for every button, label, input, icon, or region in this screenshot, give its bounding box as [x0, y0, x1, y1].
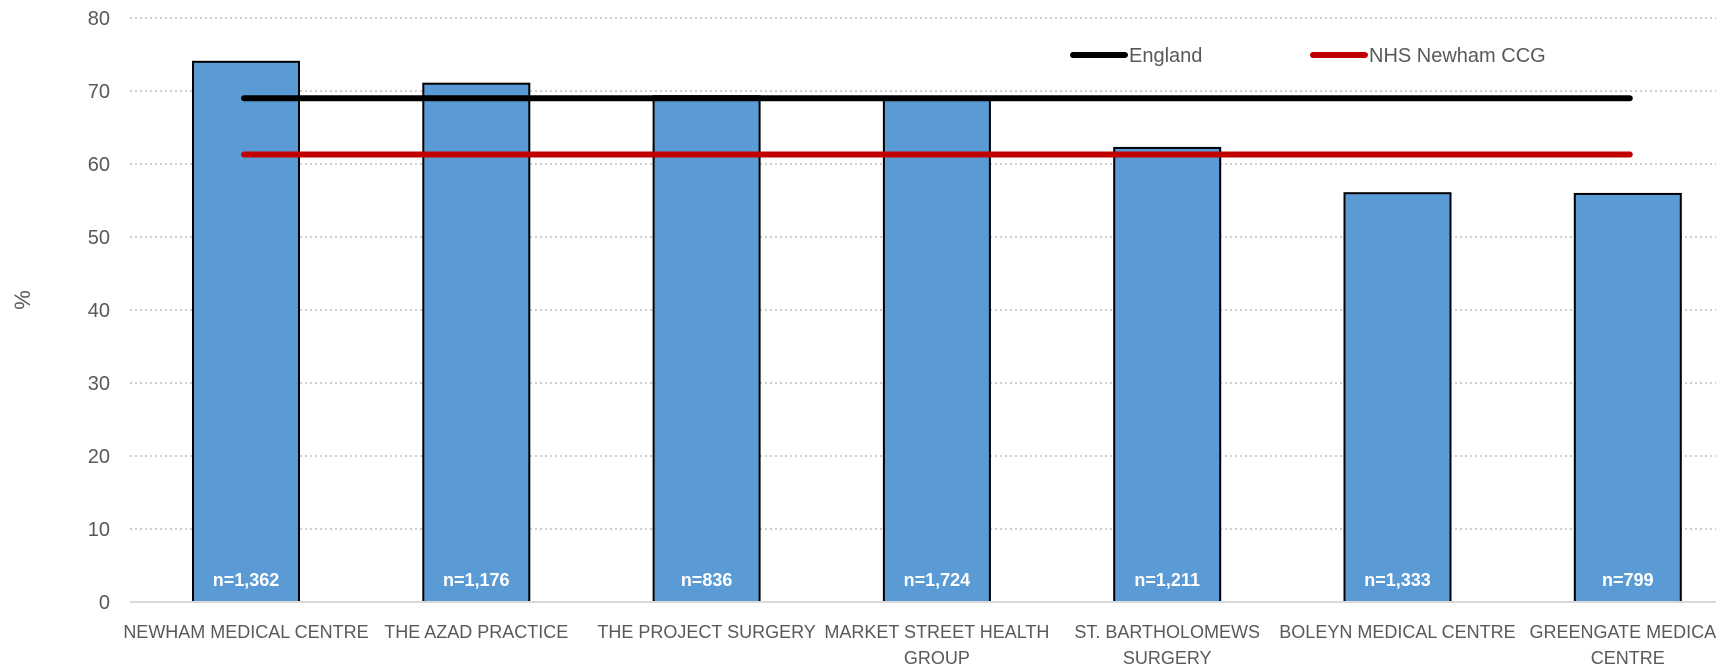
x-category-label: GREENGATE MEDICAL CENTRE	[1529, 622, 1716, 667]
bar	[1113, 146, 1222, 603]
y-axis-label: %	[10, 290, 35, 310]
x-category-label-line: BOLEYN MEDICAL CENTRE	[1279, 622, 1515, 642]
bars	[192, 60, 1682, 604]
x-category-label: THE AZAD PRACTICE	[384, 622, 568, 642]
bar-data-label: n=1,362	[213, 570, 280, 590]
bar	[652, 95, 761, 604]
y-tick-label: 0	[99, 592, 110, 614]
x-category-label-line: SURGERY	[1123, 648, 1212, 667]
x-axis-category-labels: NEWHAM MEDICAL CENTRE THE AZAD PRACTICE TH…	[123, 622, 1716, 667]
x-category-label-line: THE PROJECT SURGERY	[597, 622, 815, 642]
bar-data-label: n=1,211	[1134, 570, 1200, 590]
legend: England NHS Newham CCG	[1070, 45, 1546, 67]
x-category-label: MARKET STREET HEALTH GROUP	[824, 622, 1049, 667]
x-category-label-line: GROUP	[904, 648, 970, 667]
bar	[1573, 192, 1682, 603]
bar	[882, 97, 991, 604]
y-tick-label: 80	[88, 8, 110, 30]
x-category-label: BOLEYN MEDICAL CENTRE	[1279, 622, 1515, 642]
y-tick-label: 30	[88, 373, 110, 395]
legend-label: England	[1129, 45, 1202, 67]
reference-lines	[241, 95, 1633, 158]
x-category-label: ST. BARTHOLOMEWS SURGERY	[1074, 622, 1260, 667]
x-category-label-line: THE AZAD PRACTICE	[384, 622, 568, 642]
y-tick-label: 70	[88, 81, 110, 103]
legend-label: NHS Newham CCG	[1369, 45, 1546, 67]
bar-data-labels: n=1,362 n=1,176 n=836 n=1,724 n=1,211 n=1,333…	[213, 570, 1654, 590]
x-category-label-line: GREENGATE MEDICAL	[1529, 622, 1716, 642]
x-category-label-line: ST. BARTHOLOMEWS	[1074, 622, 1260, 642]
x-category-label: NEWHAM MEDICAL CENTRE	[123, 622, 368, 642]
bar-data-label: n=799	[1602, 570, 1654, 590]
y-tick-label: 60	[88, 154, 110, 176]
y-tick-label: 10	[88, 519, 110, 541]
y-axis-ticks: 0 10 20 30 40 50 60 70 80	[88, 8, 110, 614]
y-tick-label: 40	[88, 300, 110, 322]
bar-data-label: n=1,333	[1364, 570, 1431, 590]
bar-data-label: n=1,176	[443, 570, 510, 590]
bar-data-label: n=836	[681, 570, 733, 590]
y-tick-label: 20	[88, 446, 110, 468]
x-category-label-line: CENTRE	[1591, 648, 1665, 667]
x-category-label-line: NEWHAM MEDICAL CENTRE	[123, 622, 368, 642]
bar	[192, 60, 300, 604]
x-category-label-line: MARKET STREET HEALTH	[824, 622, 1049, 642]
bar	[422, 82, 531, 603]
bar	[1343, 192, 1452, 603]
gridlines	[130, 17, 1716, 530]
bar-data-label: n=1,724	[904, 570, 971, 590]
x-category-label: THE PROJECT SURGERY	[597, 622, 815, 642]
y-tick-label: 50	[88, 227, 110, 249]
